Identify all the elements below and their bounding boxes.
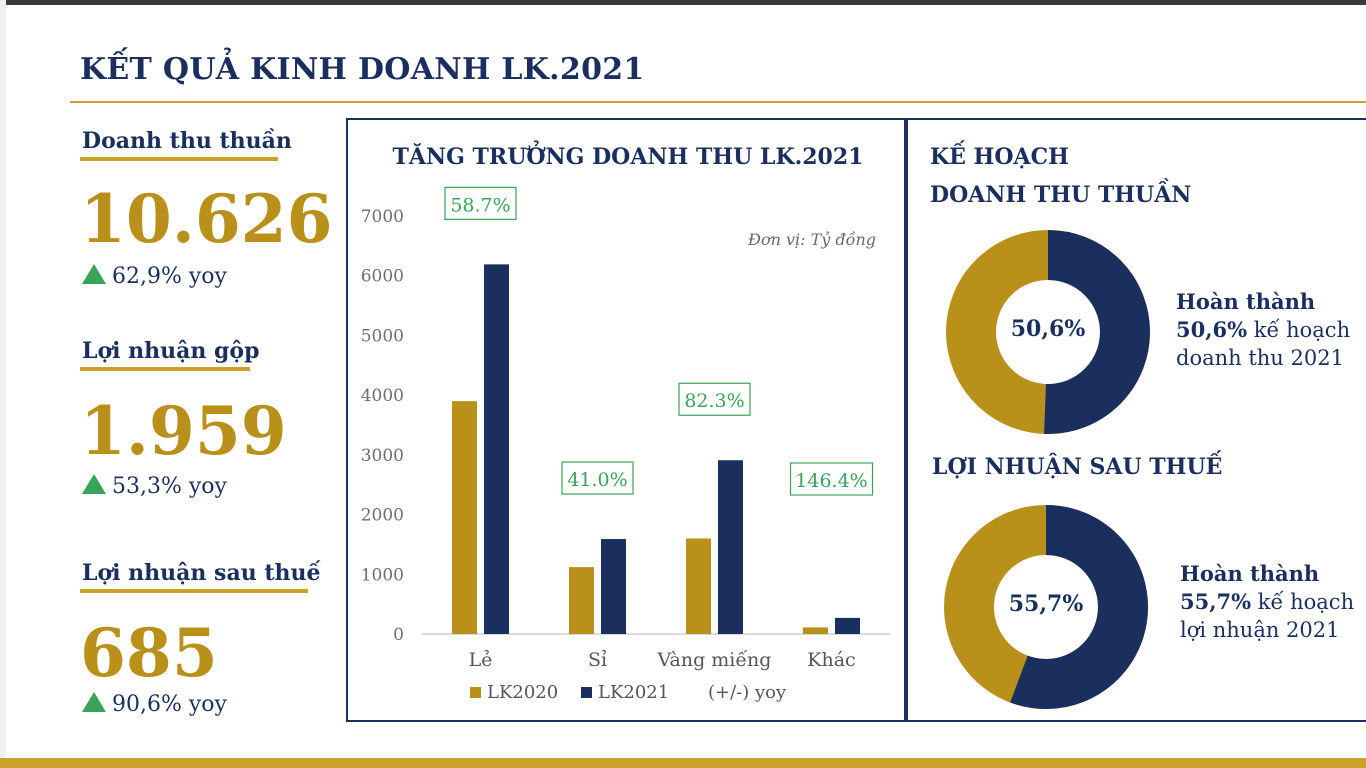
y-tick-label: 6000 — [361, 267, 404, 287]
metric-yoy-text: 53,3% yoy — [112, 474, 227, 499]
bar-lk2020 — [803, 627, 828, 634]
bar-lk2021 — [835, 617, 860, 634]
metric-yoy-revenue: 62,9% yoy — [82, 264, 227, 289]
revenue-plan-donut — [946, 230, 1150, 434]
y-tick-label: 5000 — [361, 326, 404, 346]
legend-lk2021-label: LK2021 — [598, 682, 669, 703]
metric-label-net-profit: Lợi nhuận sau thuế — [82, 560, 321, 586]
net-profit-center: 55,7% — [1008, 591, 1084, 617]
completion-target: lợi nhuận 2021 — [1180, 618, 1340, 642]
plan-panel: KẾ HOẠCH DOANH THU THUẦN 50,6% Hoàn thàn… — [906, 118, 1366, 722]
legend-lk2021-swatch — [581, 687, 592, 698]
metric-underline-net-profit — [80, 589, 308, 593]
completion-label: Hoàn thành — [1180, 561, 1320, 586]
growth-label: 82.3% — [684, 390, 744, 412]
bar-lk2020 — [569, 567, 594, 634]
metric-underline-revenue — [80, 157, 278, 161]
y-tick-label: 4000 — [361, 386, 404, 406]
unit-note: Đơn vị: Tỷ đồng — [748, 230, 876, 249]
completion-target: doanh thu 2021 — [1176, 346, 1344, 370]
y-tick-label: 7000 — [361, 207, 404, 227]
metric-value-revenue: 10.626 — [80, 180, 333, 258]
plan-title-line2: DOANH THU THUẦN — [930, 182, 1192, 208]
y-tick-label: 2000 — [361, 506, 404, 526]
legend-lk2020-swatch — [470, 687, 481, 698]
net-profit-text: Hoàn thành 55,7% kế hoạch lợi nhuận 2021 — [1180, 560, 1354, 644]
title-divider — [70, 101, 1366, 103]
metric-yoy-net-profit: 90,6% yoy — [82, 692, 227, 717]
completion-rest: kế hoạch — [1253, 318, 1351, 342]
y-tick-label: 1000 — [361, 565, 404, 585]
completion-pct: 50,6% — [1176, 317, 1248, 342]
legend-lk2020-label: LK2020 — [487, 682, 558, 703]
completion-label: Hoàn thành — [1176, 289, 1316, 314]
revenue-plan-text: Hoàn thành 50,6% kế hoạch doanh thu 2021 — [1176, 288, 1350, 372]
donut-completed-slice — [944, 505, 1148, 709]
growth-label: 146.4% — [795, 470, 867, 492]
left-edge — [0, 0, 6, 768]
metric-label-gross-profit: Lợi nhuận gộp — [82, 338, 260, 364]
category-label: Lẻ — [469, 649, 493, 671]
plan-title-line1: KẾ HOẠCH — [930, 144, 1069, 170]
net-profit-donut — [944, 505, 1148, 709]
metric-underline-gross-profit — [80, 367, 250, 371]
y-tick-label: 3000 — [361, 446, 404, 466]
completion-pct: 55,7% — [1180, 589, 1252, 614]
top-border — [0, 0, 1366, 5]
growth-label: 58.7% — [450, 194, 510, 216]
growth-label-box — [444, 186, 517, 220]
up-arrow-icon — [82, 692, 106, 712]
growth-label-box — [561, 461, 634, 495]
metric-value-net-profit: 685 — [80, 614, 218, 692]
net-profit-title: LỢI NHUẬN SAU THUẾ — [932, 454, 1223, 480]
bar-chart: 0 1000 2000 3000 4000 5000 6000 7000 Lẻ 58.7% Sỉ 41… — [361, 186, 890, 703]
legend-yoy-label: (+/-) yoy — [708, 682, 787, 703]
metric-yoy-text: 62,9% yoy — [112, 264, 227, 289]
up-arrow-icon — [82, 264, 106, 284]
growth-label-box — [789, 462, 874, 496]
revenue-plan-center: 50,6% — [1010, 316, 1086, 342]
growth-label-box — [678, 382, 751, 416]
metric-yoy-text: 90,6% yoy — [112, 692, 227, 717]
bar-lk2021 — [601, 539, 626, 634]
metric-value-gross-profit: 1.959 — [80, 392, 287, 470]
page-title: KẾT QUẢ KINH DOANH LK.2021 — [80, 52, 645, 87]
bar-lk2020 — [686, 538, 711, 634]
category-label: Khác — [807, 649, 855, 671]
completion-rest: kế hoạch — [1257, 590, 1355, 614]
up-arrow-icon — [82, 474, 106, 494]
y-tick-label: 0 — [393, 625, 404, 645]
bar-lk2021 — [484, 264, 509, 634]
chart-title: TĂNG TRƯỞNG DOANH THU LK.2021 — [392, 144, 864, 170]
bottom-border — [0, 758, 1366, 768]
metric-yoy-gross-profit: 53,3% yoy — [82, 474, 227, 499]
bar-lk2020 — [452, 401, 477, 634]
category-label: Vàng miếng — [657, 649, 772, 671]
metric-label-revenue: Doanh thu thuần — [82, 128, 292, 154]
growth-label: 41.0% — [567, 469, 627, 491]
bar-lk2021 — [718, 460, 743, 634]
category-label: Sỉ — [588, 649, 607, 671]
donut-completed-slice — [946, 230, 1150, 434]
revenue-growth-chart-panel: TĂNG TRƯỞNG DOANH THU LK.2021 Đơn vị: Tỷ… — [346, 118, 906, 722]
